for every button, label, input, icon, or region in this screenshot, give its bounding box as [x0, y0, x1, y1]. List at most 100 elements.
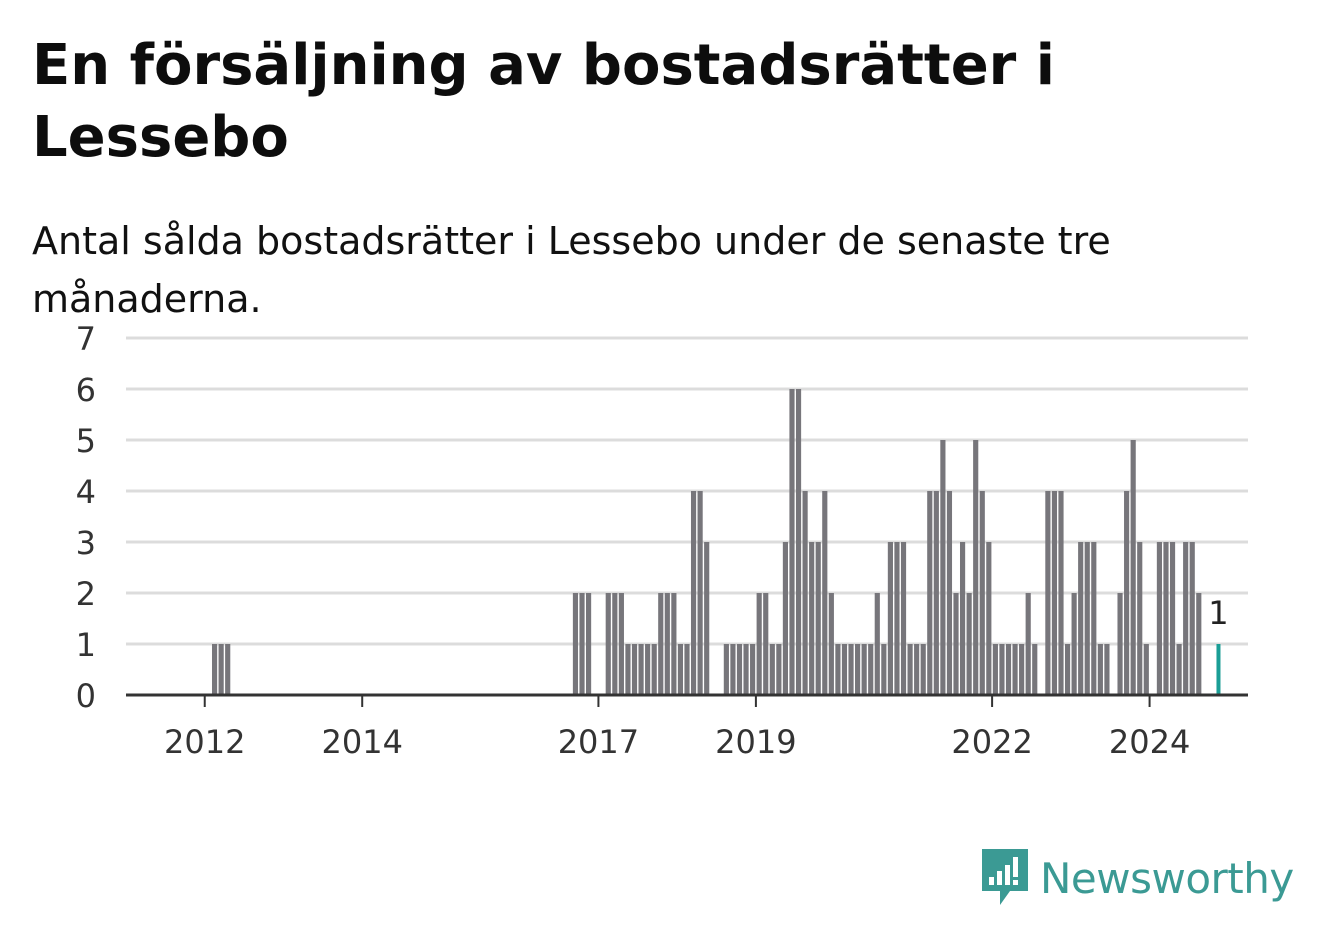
bar	[874, 593, 880, 695]
y-tick-label: 0	[76, 677, 96, 715]
bar	[743, 644, 749, 695]
bar	[612, 593, 618, 695]
chart-subtitle: Antal sålda bostadsrätter i Lessebo unde…	[32, 219, 1111, 321]
bar	[605, 593, 611, 695]
bar	[933, 491, 939, 695]
bar	[900, 542, 907, 695]
bar	[841, 644, 848, 695]
bar	[1156, 542, 1163, 695]
bar	[979, 491, 985, 695]
bar	[225, 644, 231, 695]
bar	[1143, 644, 1149, 695]
x-tick-label: 2024	[1109, 723, 1190, 761]
bar	[625, 644, 631, 695]
bar	[664, 593, 670, 695]
brand-name: Newsworthy	[1040, 853, 1294, 903]
y-tick-label: 2	[76, 575, 96, 613]
bar	[651, 644, 657, 695]
bar	[835, 644, 841, 695]
chart-title: En försäljning av bostadsrätter i Lesseb…	[32, 33, 1055, 170]
bar	[677, 644, 684, 695]
bar	[973, 440, 979, 695]
bar	[1163, 542, 1169, 695]
bar	[959, 542, 966, 695]
x-tick-label: 2019	[715, 723, 796, 761]
bar	[684, 644, 690, 695]
bar	[848, 644, 854, 695]
data-labels: 1	[1208, 594, 1228, 632]
bar	[704, 542, 710, 695]
bar	[211, 644, 218, 695]
bar	[1137, 542, 1143, 695]
bar	[585, 593, 592, 695]
bar	[1025, 593, 1031, 695]
bar	[999, 644, 1005, 695]
bar-highlight	[1216, 644, 1221, 695]
bar	[750, 644, 756, 695]
bar	[1104, 644, 1110, 695]
data-label: 1	[1208, 594, 1228, 632]
bar	[1012, 644, 1018, 695]
bar	[881, 644, 887, 695]
bar	[894, 542, 900, 695]
y-tick-label: 6	[76, 371, 96, 409]
y-tick-label: 4	[76, 473, 96, 511]
bar	[1051, 491, 1058, 695]
bar	[1124, 491, 1130, 695]
x-tick-label: 2014	[321, 723, 402, 761]
bar	[1032, 644, 1038, 695]
bar	[927, 491, 933, 695]
y-tick-label: 1	[76, 626, 96, 664]
bar	[1045, 491, 1051, 695]
bar	[795, 389, 802, 695]
bar	[671, 593, 677, 695]
bar	[940, 440, 946, 695]
x-tick-label: 2012	[164, 723, 245, 761]
bar	[618, 593, 624, 695]
x-tick-label: 2022	[951, 723, 1032, 761]
bar	[736, 644, 743, 695]
bar	[1130, 440, 1136, 695]
bar	[776, 644, 782, 695]
bar	[769, 644, 775, 695]
bar	[992, 644, 998, 695]
bar	[631, 644, 638, 695]
bar	[809, 542, 815, 695]
bar	[782, 542, 789, 695]
x-tick-label: 2017	[558, 723, 639, 761]
bar	[802, 491, 808, 695]
y-tick-label: 3	[76, 524, 96, 562]
bars	[211, 389, 1221, 695]
bar	[920, 644, 926, 695]
bar	[1091, 542, 1097, 695]
bar	[1078, 542, 1084, 695]
bar	[907, 644, 913, 695]
bar	[1183, 542, 1189, 695]
bar	[953, 593, 959, 695]
bar	[572, 593, 579, 695]
bar	[658, 593, 664, 695]
bar	[1117, 593, 1123, 695]
bar	[887, 542, 893, 695]
bar	[815, 542, 821, 695]
bar	[914, 644, 920, 695]
bar	[868, 644, 874, 695]
bar	[1064, 644, 1071, 695]
bar	[861, 644, 867, 695]
bar	[756, 593, 762, 695]
brand-logo: Newsworthy	[980, 846, 1294, 910]
bar	[789, 389, 795, 695]
bar	[1176, 644, 1182, 695]
bar	[966, 593, 972, 695]
bar	[1071, 593, 1077, 695]
newsworthy-logo-icon	[982, 849, 1028, 905]
bar	[645, 644, 651, 695]
bar	[763, 593, 769, 695]
bar	[690, 491, 697, 695]
bar	[730, 644, 736, 695]
bar	[638, 644, 644, 695]
x-axis-ticks: 2012 2014 2017 2019 2022 2024	[164, 695, 1190, 761]
bar	[1097, 644, 1103, 695]
bar	[723, 644, 729, 695]
